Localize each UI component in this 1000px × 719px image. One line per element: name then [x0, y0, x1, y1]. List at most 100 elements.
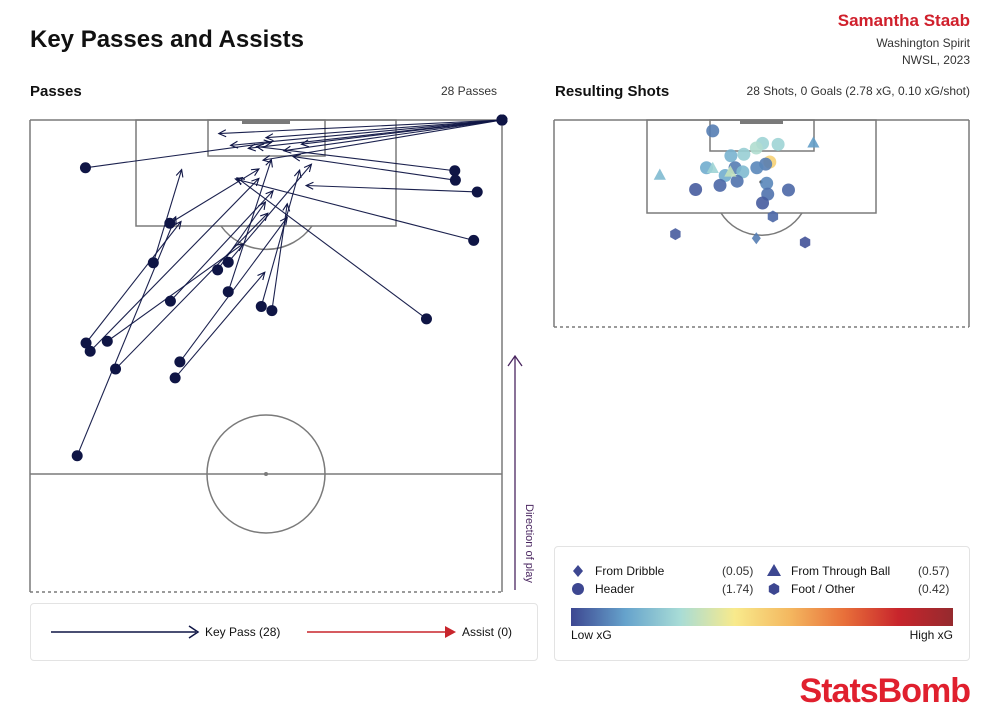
pass-line	[227, 159, 272, 292]
center-circle	[206, 414, 326, 534]
foot-label: Foot / Other	[791, 582, 856, 596]
pass-arrowhead	[260, 212, 269, 221]
pass-arrowhead	[282, 202, 291, 212]
shot-header	[730, 174, 744, 188]
season-label: NWSL, 2023	[901, 53, 970, 67]
shot-marks	[653, 124, 820, 249]
shot-header	[749, 141, 763, 155]
pass-arrowhead	[282, 145, 292, 154]
dribble-label: From Dribble	[595, 564, 665, 578]
pass-start-dot	[212, 264, 224, 276]
pass-arrowhead	[235, 243, 245, 252]
pass-line	[179, 217, 288, 363]
pass-line	[235, 178, 474, 241]
pass-arrowhead	[257, 271, 266, 281]
direction-label: Direction of play	[523, 504, 535, 583]
pass-arrowhead	[293, 168, 302, 179]
key-pass-arrowhead	[188, 625, 200, 639]
pass-line	[306, 184, 478, 193]
pass-arrowhead	[261, 155, 271, 163]
pass-pitch	[29, 119, 503, 593]
pass-line	[301, 119, 503, 145]
passes-count: 28 Passes	[440, 84, 497, 98]
pass-start-dot	[71, 450, 83, 462]
pass-start-dot	[496, 114, 508, 126]
pass-arrowhead	[175, 168, 184, 178]
pass-arrowhead	[217, 129, 227, 138]
foot-value: (0.42)	[918, 582, 950, 596]
shot-legend: From Dribble (0.05) From Through Ball (0…	[554, 546, 970, 661]
shot-penalty-arc	[720, 212, 803, 236]
pass-line	[293, 156, 456, 181]
header-marker	[572, 583, 584, 595]
shots-title: Resulting Shots	[555, 83, 670, 100]
header-label: Header	[595, 582, 635, 596]
pass-line	[106, 243, 244, 342]
shot-header	[771, 137, 785, 151]
pass-start-dot	[420, 313, 432, 325]
statsbomb-logo: StatsBomb	[799, 672, 971, 710]
key-pass-label: Key Pass (28)	[205, 625, 281, 639]
shot-header	[713, 178, 727, 192]
shots-summary: 28 Shots, 0 Goals (2.78 xG, 0.10 xG/shot…	[746, 84, 970, 98]
shot-header	[756, 196, 770, 210]
shot-header	[750, 161, 764, 175]
pass-start-dot	[222, 286, 234, 298]
pass-start-dot	[80, 337, 92, 349]
shot-dribble	[751, 232, 761, 245]
pass-start-dot	[101, 335, 113, 347]
low-xg-label: Low xG	[571, 628, 612, 642]
shot-through-ball	[724, 165, 737, 177]
pass-arrowhead	[279, 216, 288, 226]
shot-header	[706, 124, 720, 138]
pass-start-dot	[449, 174, 461, 186]
pass-arrowhead	[300, 139, 310, 148]
pass-arrowhead	[250, 168, 260, 176]
assist-arrowhead	[445, 626, 456, 638]
high-xg-label: High xG	[909, 628, 953, 642]
shot-through-ball	[807, 136, 820, 148]
pass-start-dot	[449, 165, 461, 177]
pass-arrowhead	[255, 143, 265, 152]
shot-foot	[670, 228, 681, 241]
pass-start-dot	[468, 234, 480, 246]
pass-line	[265, 119, 503, 139]
pass-arrowhead	[264, 133, 274, 142]
pass-line	[262, 119, 503, 161]
pass-start-dot	[169, 372, 181, 384]
dribble-value: (0.05)	[722, 564, 754, 578]
pass-line	[85, 141, 272, 169]
pass-line	[283, 119, 503, 152]
pass-lines	[76, 119, 503, 456]
pass-arrowhead	[251, 177, 260, 187]
dribble-marker	[573, 565, 583, 577]
shot-foot	[799, 236, 811, 249]
shot-header	[724, 149, 738, 163]
pass-start-dot	[471, 186, 483, 198]
foot-marker	[768, 583, 780, 595]
through-ball-value: (0.57)	[918, 564, 950, 578]
pass-line	[89, 178, 260, 352]
pass-dots	[71, 114, 508, 462]
pass-start-dot	[174, 356, 186, 368]
pass-start-dot	[79, 162, 91, 174]
pass-line	[169, 168, 260, 224]
pass-start-dot	[164, 295, 176, 307]
direction-of-play: Direction of play	[507, 354, 535, 590]
pass-line	[260, 170, 301, 307]
pass-arrowhead	[291, 153, 301, 162]
pass-legend-graphics	[51, 625, 456, 639]
passes-title: Passes	[30, 83, 82, 100]
shot-header	[737, 147, 751, 161]
shot-through-ball	[706, 161, 719, 173]
pass-line	[115, 212, 269, 370]
pass-start-dot	[255, 300, 267, 312]
pass-line	[236, 177, 427, 320]
pass-start-dot	[266, 305, 278, 317]
pass-start-dot	[164, 217, 176, 229]
direction-arrow-head	[507, 354, 523, 367]
pass-arrowhead	[258, 200, 267, 210]
pass-legend: Key Pass (28) Assist (0)	[30, 603, 538, 661]
pass-start-dot	[222, 256, 234, 268]
